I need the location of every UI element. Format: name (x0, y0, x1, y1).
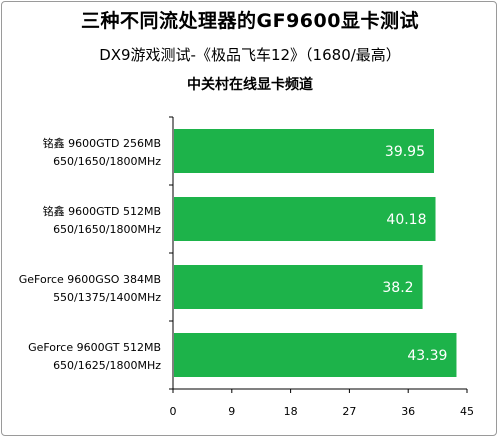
bar (174, 197, 436, 241)
chart-title: 三种不同流处理器的GF9600显卡测试 (81, 10, 419, 32)
x-tick-label: 36 (401, 405, 415, 418)
category-label: 铭鑫 9600GTD 256MB (43, 136, 161, 150)
bar (174, 129, 435, 173)
bar-value-label: 39.95 (385, 144, 425, 160)
bar (174, 265, 423, 309)
category-label: 650/1625/1800MHz (53, 359, 161, 372)
x-tick-label: 0 (170, 405, 177, 418)
bar-value-label: 38.2 (382, 280, 413, 296)
x-tick-label: 9 (228, 405, 235, 418)
category-label: 650/1650/1800MHz (53, 223, 161, 236)
category-label: 铭鑫 9600GTD 512MB (43, 204, 161, 218)
category-label: 650/1650/1800MHz (53, 155, 161, 168)
bar-value-label: 43.39 (407, 348, 447, 364)
category-label: GeForce 9600GSO 384MB (19, 273, 161, 286)
chart-source: 中关村在线显卡频道 (187, 77, 313, 93)
bar (174, 333, 457, 377)
bar-value-label: 40.18 (386, 212, 426, 228)
x-tick-label: 45 (460, 405, 474, 418)
x-tick-label: 18 (284, 405, 298, 418)
category-label: GeForce 9600GT 512MB (28, 341, 161, 354)
category-label: 550/1375/1400MHz (53, 291, 161, 304)
chart-subtitle: DX9游戏测试-《极品飞车12》（1680/最高） (99, 46, 401, 64)
x-tick-label: 27 (342, 405, 356, 418)
